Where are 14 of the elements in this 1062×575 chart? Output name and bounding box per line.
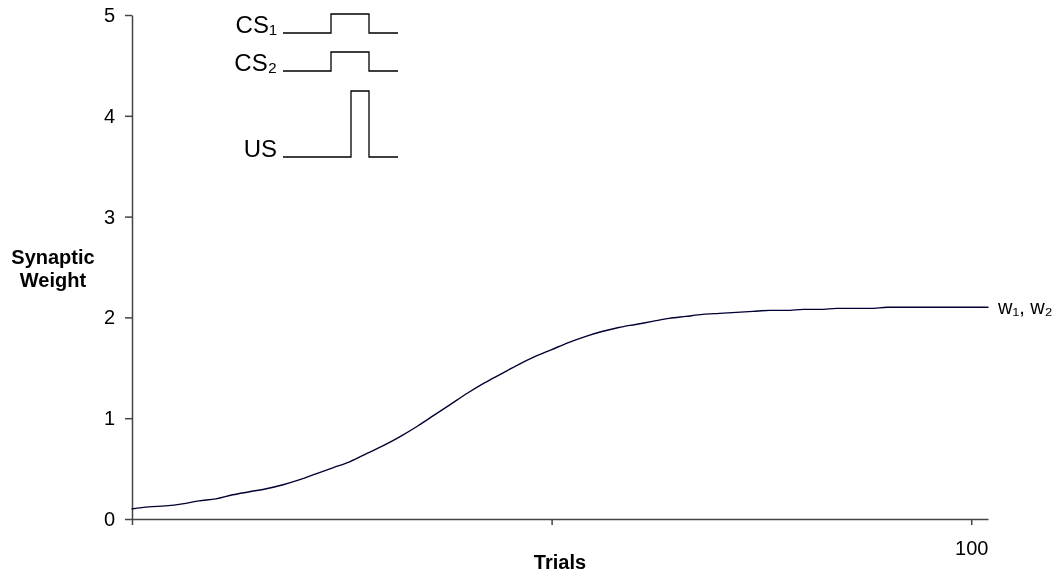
line-series — [131, 306, 989, 510]
x-tick-label: 100 — [955, 537, 989, 560]
series-label: w₁, w₂ — [997, 296, 1053, 319]
y-tick-label: 5 — [103, 3, 115, 26]
y-tick-label: 3 — [103, 205, 115, 228]
y-tick-label: 4 — [103, 104, 115, 127]
y-tick-label: 1 — [103, 407, 115, 430]
annotation: CS₁ — [235, 11, 277, 38]
x-axis-title: Trials — [533, 551, 587, 573]
y-axis-title: Synaptic Weight — [11, 246, 95, 291]
annotation: CS₂ — [234, 49, 277, 76]
y-tick-label: 2 — [103, 306, 115, 329]
y-tick-label: 0 — [103, 507, 115, 530]
annotation: US — [243, 135, 277, 162]
